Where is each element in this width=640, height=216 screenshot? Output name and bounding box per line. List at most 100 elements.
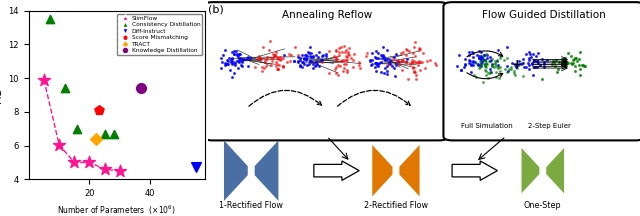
Point (296, 65, 306, 68)
Point (408, 70, 419, 74)
Point (490, 59, 500, 63)
Point (481, 61, 491, 64)
Point (312, 55, 323, 58)
Point (495, 69, 506, 72)
Point (468, 52, 478, 55)
Point (557, 62, 568, 66)
Point (524, 67, 534, 71)
Point (476, 51, 486, 54)
Point (370, 55, 380, 59)
Point (284, 53, 294, 56)
Point (312, 62, 322, 66)
Point (525, 53, 535, 56)
Point (413, 60, 423, 63)
Point (268, 57, 278, 60)
Point (418, 51, 428, 54)
Text: 2-Step Euler: 2-Step Euler (528, 122, 571, 129)
Point (378, 45, 388, 49)
Point (491, 75, 501, 79)
Point (415, 61, 425, 64)
Point (474, 63, 484, 66)
Point (222, 58, 232, 62)
Point (410, 71, 420, 74)
Point (234, 61, 244, 64)
Point (398, 59, 408, 62)
Polygon shape (255, 140, 278, 201)
Point (266, 59, 276, 63)
Point (407, 58, 417, 62)
Point (269, 53, 280, 57)
Point (411, 77, 421, 81)
Point (376, 70, 386, 74)
Point (551, 59, 561, 62)
Point (429, 62, 440, 65)
Point (493, 65, 503, 68)
Point (232, 53, 243, 56)
Point (518, 57, 529, 61)
Point (317, 61, 327, 64)
Point (362, 51, 372, 55)
Point (258, 45, 268, 49)
Point (324, 71, 334, 74)
Point (506, 65, 516, 69)
FancyArrowPatch shape (467, 73, 502, 79)
Point (476, 65, 486, 68)
Point (465, 59, 475, 63)
Point (377, 55, 387, 58)
Point (369, 61, 380, 65)
Point (225, 68, 236, 72)
Point (494, 76, 504, 80)
Point (532, 60, 542, 63)
Point (296, 54, 307, 57)
Point (401, 53, 412, 56)
Point (390, 75, 400, 78)
Point (579, 65, 589, 68)
Point (481, 69, 491, 73)
Point (518, 75, 528, 78)
Point (273, 57, 283, 61)
Point (415, 68, 425, 71)
Point (514, 60, 524, 63)
Point (385, 58, 396, 62)
Point (228, 72, 239, 75)
Point (480, 63, 490, 66)
Point (520, 65, 531, 69)
Point (382, 69, 392, 73)
Point (575, 73, 585, 76)
Point (396, 59, 406, 63)
Point (216, 67, 227, 70)
Point (297, 60, 307, 64)
Point (306, 55, 316, 58)
Point (282, 60, 292, 64)
Point (476, 61, 486, 65)
Point (230, 61, 240, 65)
Text: (b): (b) (208, 4, 224, 14)
Point (473, 64, 483, 67)
Point (371, 61, 381, 64)
Point (388, 55, 399, 59)
Point (531, 54, 541, 58)
Point (554, 60, 564, 64)
Point (340, 58, 351, 62)
Point (542, 59, 552, 62)
Point (376, 60, 387, 64)
Point (342, 55, 352, 59)
Point (570, 69, 580, 72)
Consistency Distillation (109, 132, 119, 135)
Point (524, 58, 534, 62)
Point (380, 67, 390, 70)
Point (278, 64, 288, 67)
Point (303, 50, 313, 54)
Point (373, 62, 383, 65)
Point (381, 72, 392, 75)
Point (243, 64, 253, 68)
Point (456, 68, 466, 72)
Point (479, 58, 490, 62)
Point (374, 61, 384, 65)
Point (383, 62, 393, 66)
X-axis label: Number of Parameters  ($\times10^6$): Number of Parameters ($\times10^6$) (58, 203, 176, 216)
Point (493, 66, 503, 70)
Point (300, 57, 310, 60)
Point (479, 65, 490, 68)
Point (487, 64, 497, 67)
